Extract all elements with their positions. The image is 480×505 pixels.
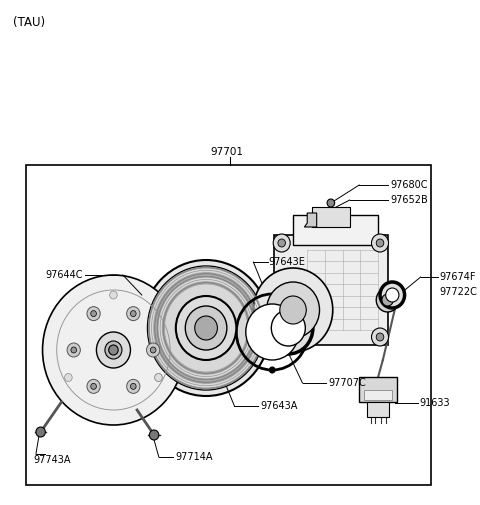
Circle shape — [127, 307, 140, 321]
Circle shape — [87, 307, 100, 321]
Circle shape — [376, 333, 384, 341]
Circle shape — [327, 199, 335, 207]
Circle shape — [149, 430, 159, 440]
Bar — [359, 377, 397, 402]
Text: 97714A: 97714A — [175, 452, 212, 462]
Circle shape — [176, 296, 236, 360]
Circle shape — [278, 239, 286, 247]
Circle shape — [264, 302, 313, 354]
Circle shape — [147, 266, 264, 390]
Text: 97674F: 97674F — [440, 272, 476, 282]
Circle shape — [372, 328, 388, 346]
Circle shape — [273, 328, 290, 346]
Circle shape — [386, 288, 399, 302]
Text: 97643E: 97643E — [268, 257, 305, 267]
Circle shape — [195, 316, 217, 340]
Polygon shape — [304, 213, 317, 227]
Circle shape — [109, 291, 117, 299]
Circle shape — [36, 427, 46, 437]
Bar — [274, 235, 387, 345]
Circle shape — [271, 310, 305, 346]
Circle shape — [131, 311, 136, 317]
Circle shape — [278, 333, 286, 341]
Circle shape — [127, 379, 140, 393]
Circle shape — [91, 311, 96, 317]
Circle shape — [150, 347, 156, 353]
Circle shape — [43, 275, 184, 425]
Text: (TAU): (TAU) — [13, 16, 45, 29]
Circle shape — [380, 282, 405, 308]
Bar — [293, 215, 378, 245]
Text: 97680C: 97680C — [390, 180, 428, 190]
Circle shape — [273, 234, 290, 252]
Circle shape — [65, 374, 72, 381]
Circle shape — [87, 379, 100, 393]
Circle shape — [376, 239, 384, 247]
Circle shape — [155, 374, 162, 381]
Bar — [26, 165, 431, 485]
Text: 97644C: 97644C — [46, 270, 83, 280]
Text: 97707C: 97707C — [328, 378, 366, 388]
Circle shape — [71, 347, 77, 353]
Bar — [312, 207, 350, 227]
Circle shape — [246, 304, 299, 360]
Circle shape — [96, 332, 131, 368]
Circle shape — [185, 306, 227, 350]
Text: 97722C: 97722C — [440, 287, 478, 297]
Text: 97643A: 97643A — [260, 401, 297, 411]
Text: 97701: 97701 — [211, 147, 244, 157]
Circle shape — [280, 296, 306, 324]
Circle shape — [382, 294, 393, 306]
Bar — [367, 402, 389, 417]
Circle shape — [269, 367, 275, 373]
Circle shape — [67, 343, 80, 357]
Text: 91633: 91633 — [420, 398, 450, 408]
Circle shape — [105, 341, 122, 359]
Circle shape — [253, 268, 333, 352]
Circle shape — [155, 374, 162, 381]
Circle shape — [266, 282, 320, 338]
Circle shape — [142, 260, 270, 396]
Circle shape — [372, 234, 388, 252]
Circle shape — [131, 383, 136, 389]
Text: 97652B: 97652B — [390, 195, 428, 205]
Circle shape — [108, 345, 118, 355]
Text: 97743A: 97743A — [33, 455, 71, 465]
Bar — [364, 390, 392, 400]
Circle shape — [91, 383, 96, 389]
Circle shape — [376, 288, 399, 312]
Circle shape — [146, 343, 160, 357]
